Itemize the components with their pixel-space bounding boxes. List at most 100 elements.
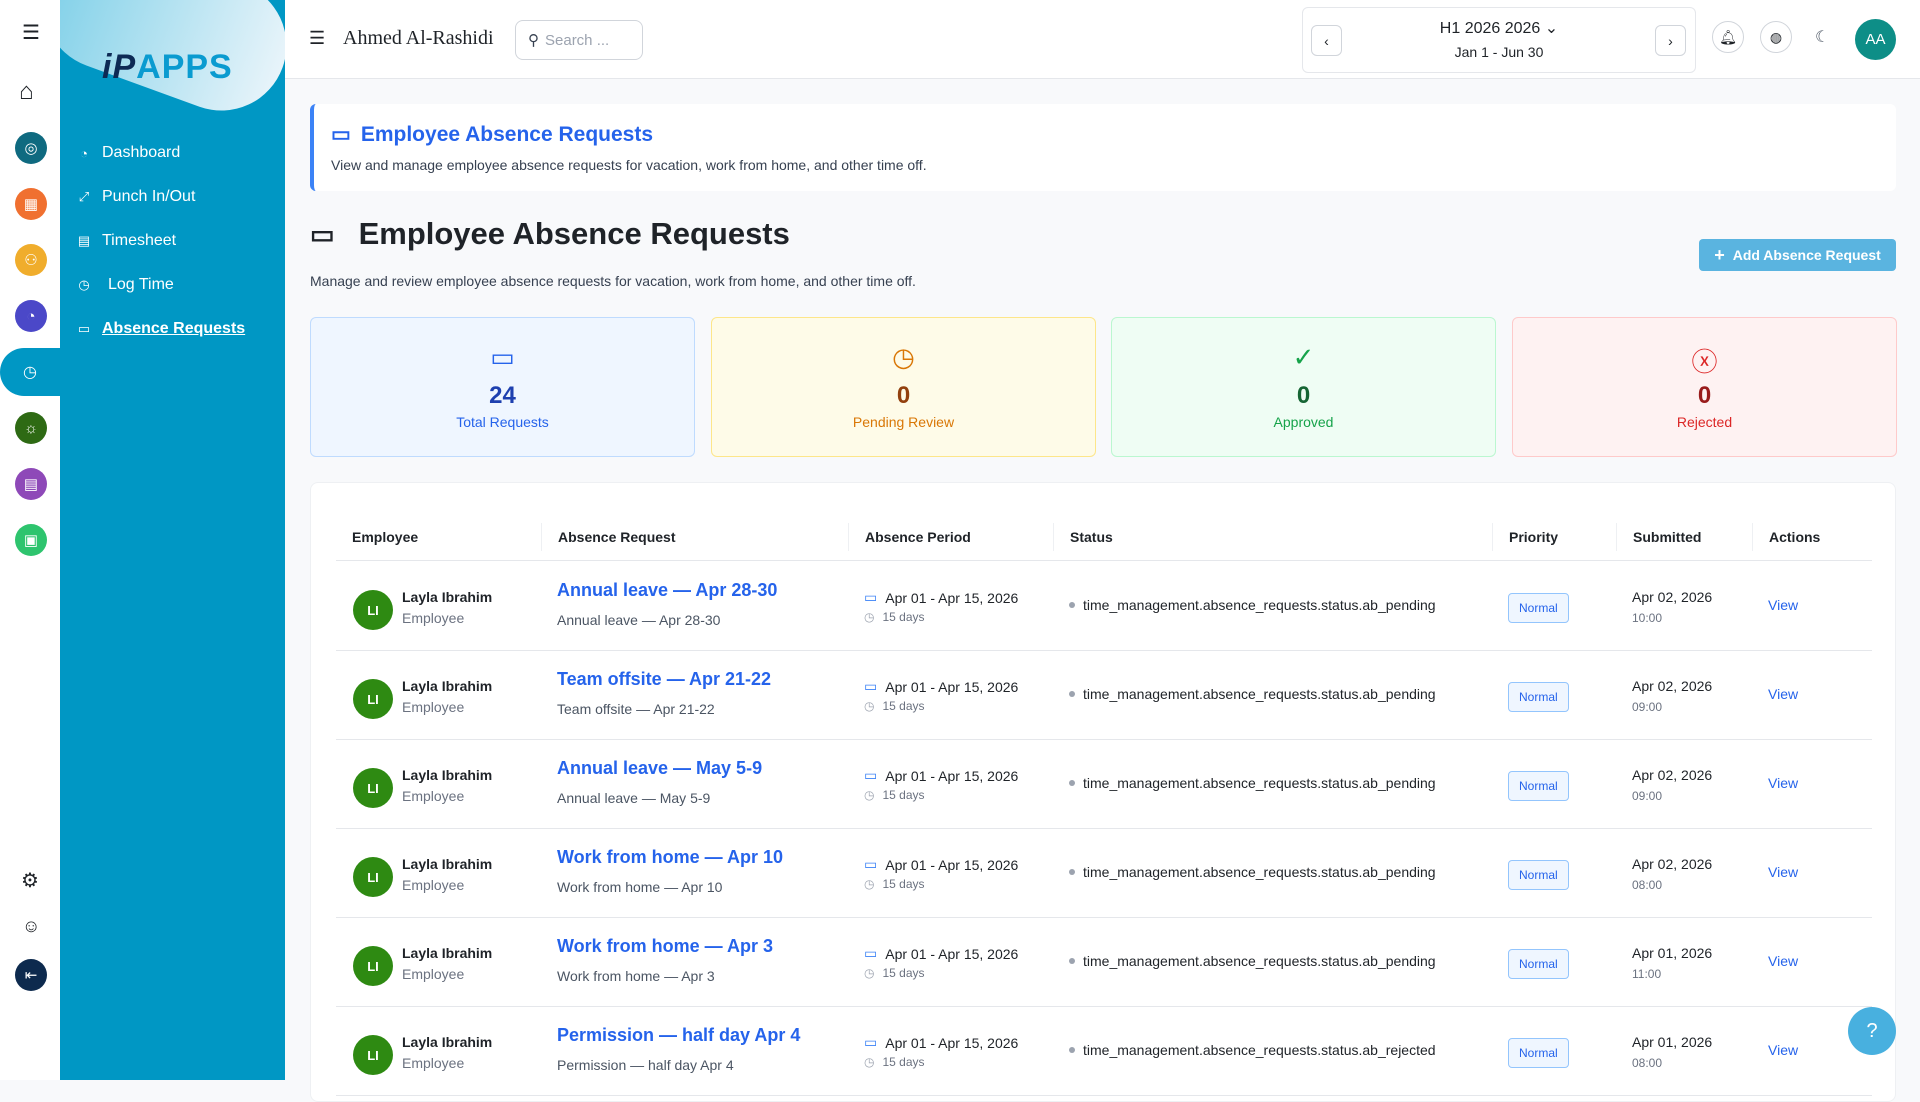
absence-period: ▭ Apr 01 - Apr 15, 2026	[864, 589, 1018, 606]
employee-avatar: LI	[353, 946, 393, 986]
column-header: Priority	[1492, 523, 1558, 551]
sidebar-item-timesheet[interactable]: ▤ Timesheet	[77, 232, 177, 249]
employee-name: Layla Ibrahim	[402, 856, 493, 872]
employee-role: Employee	[402, 1055, 465, 1071]
column-header: Absence Period	[848, 523, 971, 551]
menu-icon[interactable]: ☰	[22, 22, 40, 44]
stat-approved: ✓ 0 Approved	[1111, 317, 1496, 457]
request-title-link[interactable]: Work from home — Apr 3	[557, 936, 774, 956]
lightbulb-icon[interactable]: ☼	[15, 412, 47, 444]
moon-icon[interactable]: ☾	[1815, 29, 1830, 46]
status-dot	[1069, 1047, 1075, 1053]
employee-role: Employee	[402, 610, 465, 626]
request-description: Annual leave — May 5-9	[557, 790, 711, 806]
submitted-time: 10:00	[1632, 611, 1663, 625]
globe-icon[interactable]: ◍	[1760, 21, 1792, 53]
request-description: Work from home — Apr 3	[557, 968, 715, 984]
grid-icon[interactable]: ▦	[15, 188, 47, 220]
avatar[interactable]: AA	[1855, 19, 1896, 60]
add-absence-request-button[interactable]: + Add Absence Request	[1699, 239, 1896, 271]
arrows-icon: ⤢	[78, 189, 90, 204]
employee-avatar: LI	[353, 679, 393, 719]
calendar-icon: ▭	[864, 678, 878, 694]
bell-icon[interactable]: 🔔︎	[1712, 21, 1744, 53]
request-title-link[interactable]: Work from home — Apr 10	[557, 847, 784, 867]
gauge-icon[interactable]: ◔	[15, 300, 47, 332]
priority-badge: Normal	[1508, 593, 1569, 623]
icon-rail: ☰ ⌂ ◎ ▦ ⚇ ◔ ◷ ☼ ▤ ▣ ⚙ ☺ ⇤	[0, 0, 60, 1080]
collapse-sidebar-icon[interactable]: ☰	[309, 28, 326, 48]
priority-badge: Normal	[1508, 860, 1569, 890]
status-dot	[1069, 958, 1075, 964]
request-title-link[interactable]: Permission — half day Apr 4	[557, 1025, 801, 1045]
sidebar-item-punch[interactable]: ⤢ Punch In/Out	[76, 188, 196, 206]
status-text: time_management.absence_requests.status.…	[1083, 775, 1436, 791]
gear-icon[interactable]: ⚙	[21, 870, 39, 892]
sidebar-item-dashboard[interactable]: ◔ Dashboard	[76, 144, 180, 162]
presentation-icon[interactable]: ▤	[15, 468, 47, 500]
status-text: time_management.absence_requests.status.…	[1083, 864, 1436, 880]
clock-icon: ◷	[864, 877, 875, 891]
next-period-button[interactable]: ›	[1655, 25, 1686, 56]
monitor-icon[interactable]: ▣	[15, 524, 47, 556]
employee-name: Layla Ibrahim	[402, 945, 493, 961]
clock-document-icon: ◷	[78, 277, 90, 292]
absence-duration: ◷ 15 days	[864, 788, 925, 802]
view-link[interactable]: View	[1768, 775, 1799, 791]
chevron-down-icon: ⌄	[1544, 20, 1559, 37]
org-chart-icon[interactable]: ⚇	[15, 244, 47, 276]
view-link[interactable]: View	[1768, 953, 1799, 969]
document-icon: ▤	[77, 233, 91, 248]
employee-name: Layla Ibrahim	[402, 1034, 493, 1050]
period-text: Apr 01 - Apr 15, 2026	[885, 678, 1019, 695]
view-link[interactable]: View	[1768, 1042, 1799, 1058]
period-text: Apr 01 - Apr 15, 2026	[885, 767, 1019, 784]
status-text: time_management.absence_requests.status.…	[1083, 1042, 1436, 1058]
calendar-icon: ▭	[331, 123, 351, 146]
period-text: Apr 01 - Apr 15, 2026	[885, 856, 1019, 873]
absence-period: ▭ Apr 01 - Apr 15, 2026	[864, 856, 1018, 873]
view-link[interactable]: View	[1768, 864, 1799, 880]
clock-icon: ◷	[864, 788, 875, 802]
period-text: Apr 01 - Apr 15, 2026	[885, 1034, 1019, 1051]
absence-period: ▭ Apr 01 - Apr 15, 2026	[864, 945, 1018, 962]
column-header: Employee	[352, 529, 419, 545]
view-link[interactable]: View	[1768, 597, 1799, 613]
request-title-link[interactable]: Team offsite — Apr 21-22	[557, 669, 772, 689]
page-subtitle: Manage and review employee absence reque…	[310, 273, 916, 289]
days-text: 15 days	[882, 610, 925, 624]
submitted-time: 09:00	[1632, 789, 1663, 803]
absence-duration: ◷ 15 days	[864, 610, 925, 624]
calendar-icon: ▭	[490, 342, 515, 372]
priority-badge: Normal	[1508, 771, 1569, 801]
view-link[interactable]: View	[1768, 686, 1799, 702]
target-icon[interactable]: ◎	[15, 132, 47, 164]
top-header: ☰ Ahmed Al-Rashidi ⚲ Search ... ‹ H1 2026…	[285, 0, 1920, 79]
previous-period-button[interactable]: ‹	[1311, 25, 1342, 56]
stat-rejected: ⓧ 0 Rejected	[1512, 317, 1897, 457]
status-dot	[1069, 869, 1075, 875]
user-icon[interactable]: ☺	[22, 916, 41, 936]
period-text: Apr 01 - Apr 15, 2026	[885, 589, 1019, 606]
submitted-time: 09:00	[1632, 700, 1663, 714]
sidebar-item-absence-requests[interactable]: ▭ Absence Requests	[77, 320, 246, 337]
employee-role: Employee	[402, 788, 465, 804]
employee-name: Layla Ibrahim	[402, 767, 493, 783]
request-title-link[interactable]: Annual leave — May 5-9	[557, 758, 763, 778]
absence-duration: ◷ 15 days	[864, 966, 925, 980]
home-icon[interactable]: ⌂	[19, 78, 34, 105]
submitted-date: Apr 02, 2026	[1632, 589, 1713, 605]
status: time_management.absence_requests.status.…	[1069, 597, 1436, 613]
submitted-time: 08:00	[1632, 878, 1663, 892]
help-button[interactable]: ?	[1848, 1007, 1896, 1055]
sidebar-item-log-time[interactable]: ◷ Log Time	[76, 276, 173, 294]
period-dropdown[interactable]: H1 2026 2026 ⌄	[1439, 20, 1559, 37]
logout-icon[interactable]: ⇤	[15, 959, 47, 991]
logo[interactable]: iPAPPS	[60, 0, 285, 118]
clock-icon[interactable]: ◷	[0, 348, 60, 396]
search-input[interactable]: ⚲ Search ...	[515, 20, 643, 60]
search-icon: ⚲	[528, 32, 539, 49]
priority-badge: Normal	[1508, 1038, 1569, 1068]
request-title-link[interactable]: Annual leave — Apr 28-30	[557, 580, 778, 600]
user-name: Ahmed Al-Rashidi	[343, 27, 494, 49]
